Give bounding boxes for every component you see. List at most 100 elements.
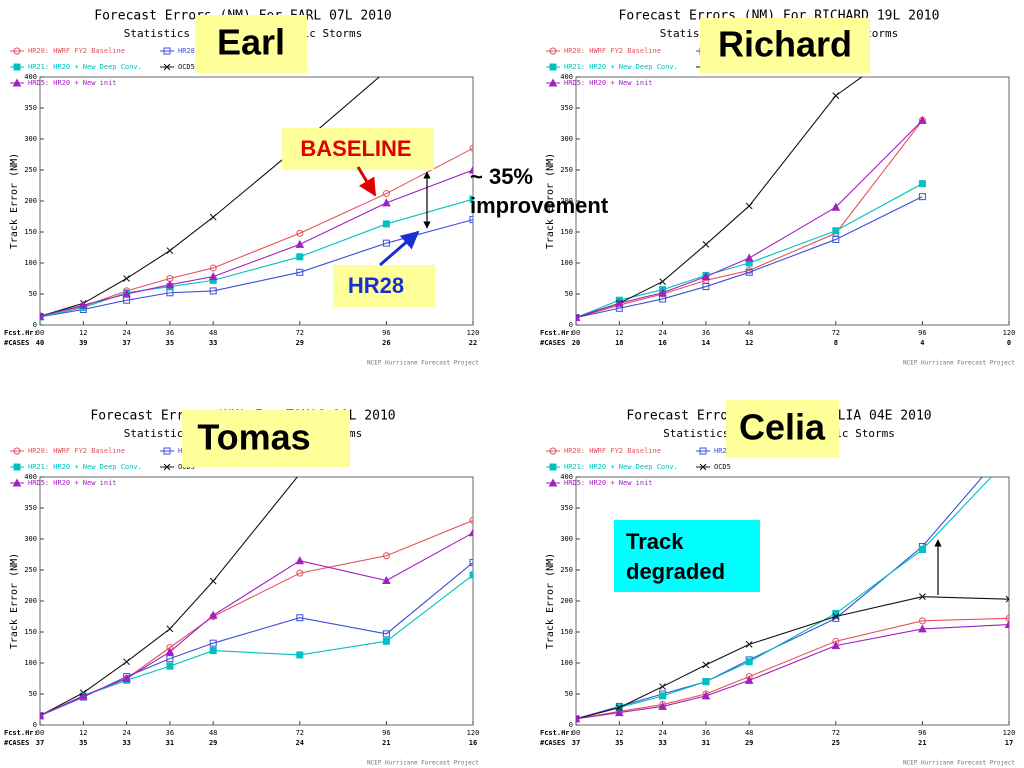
y-tick-label: 350 — [24, 504, 37, 512]
x-axis-label: Fcst.Hr: — [4, 329, 38, 337]
case-count: 21 — [382, 739, 390, 747]
marker — [615, 704, 623, 711]
marker — [918, 193, 926, 201]
marker — [919, 593, 926, 601]
x-tick-label: 72 — [296, 329, 304, 337]
y-tick-label: 200 — [560, 197, 573, 205]
series-line — [576, 120, 923, 319]
y-tick-label: 400 — [24, 73, 37, 81]
y-tick-label: 50 — [29, 290, 37, 298]
improvement-text: ~ 35% — [470, 164, 533, 189]
marker — [166, 655, 174, 663]
marker — [831, 641, 841, 650]
x-tick-label: 48 — [745, 329, 753, 337]
marker — [165, 647, 175, 656]
x-tick-label: 36 — [702, 329, 710, 337]
marker — [614, 708, 624, 717]
marker — [701, 272, 711, 281]
marker — [468, 165, 473, 174]
legend-label: HR21: HR20 + New Deep Conv. — [564, 63, 678, 71]
marker — [659, 683, 666, 690]
case-count: 37 — [122, 339, 130, 347]
marker — [699, 463, 707, 471]
cases-label: #CASES — [4, 339, 29, 347]
case-count: 20 — [572, 339, 580, 347]
y-tick-label: 200 — [24, 597, 37, 605]
label-box — [182, 410, 350, 467]
series-line — [576, 120, 923, 319]
y-tick-label: 250 — [24, 166, 37, 174]
legend-label: HR20: HWRF FY2 Baseline — [28, 47, 125, 55]
label-box — [282, 128, 434, 170]
marker — [166, 625, 174, 633]
marker — [832, 227, 840, 235]
marker — [469, 559, 473, 567]
chart: Forecast Errors (NM) For CELIA 04E 2010S… — [540, 409, 1015, 767]
marker — [383, 68, 389, 74]
label-box — [700, 18, 870, 73]
y-tick-label: 50 — [29, 690, 37, 698]
case-count: 35 — [79, 739, 87, 747]
plot — [576, 477, 1009, 723]
marker — [123, 658, 130, 666]
marker — [832, 613, 840, 620]
marker — [296, 268, 304, 276]
series-line — [40, 562, 473, 717]
marker — [382, 220, 390, 228]
series-line — [576, 617, 1009, 720]
y-tick-label: 50 — [565, 290, 573, 298]
case-count: 29 — [745, 739, 753, 747]
chart: Forecast Errors (NM) For TOMAS 21L 2010S… — [4, 409, 479, 767]
marker — [469, 216, 473, 224]
marker — [919, 31, 925, 37]
marker — [918, 546, 926, 554]
case-count: 21 — [918, 739, 926, 747]
y-tick-label: 100 — [560, 259, 573, 267]
legend-label: HRD5: HR20 + New init — [564, 79, 653, 87]
marker — [831, 202, 841, 211]
legend-label: HRD5: HR20 + New init — [28, 79, 117, 87]
marker — [163, 463, 171, 471]
marker — [469, 571, 473, 579]
marker — [576, 714, 581, 723]
legend-label: HR20: HWRF FY2 Baseline — [564, 447, 661, 455]
marker — [659, 692, 667, 700]
case-count: 35 — [615, 739, 623, 747]
marker — [296, 569, 304, 577]
y-tick-label: 0 — [33, 321, 37, 329]
x-tick-label: 24 — [658, 729, 666, 737]
marker — [209, 287, 217, 295]
series-line — [40, 169, 473, 317]
x-tick-label: 72 — [832, 329, 840, 337]
storm-label: Tomas — [197, 417, 310, 458]
marker — [40, 311, 45, 320]
storm-label: Celia — [739, 407, 826, 448]
marker — [382, 637, 390, 645]
y-tick-label: 350 — [560, 104, 573, 112]
marker — [918, 180, 926, 188]
marker — [163, 447, 171, 455]
marker — [296, 229, 304, 237]
y-tick-label: 150 — [24, 628, 37, 636]
footer: NCEP Hurricane Forecast Project — [367, 760, 479, 767]
y-tick-label: 300 — [560, 135, 573, 143]
plot-frame — [575, 76, 1010, 326]
legend-label: HRD5: HR20 + New init — [564, 479, 653, 487]
y-tick-label: 150 — [560, 228, 573, 236]
baseline-label: BASELINE — [300, 136, 411, 161]
marker — [549, 447, 557, 455]
x-tick-label: 00 — [572, 729, 580, 737]
y-tick-label: 300 — [560, 535, 573, 543]
y-axis-label: Track Error (NM) — [9, 153, 20, 249]
plot-frame — [575, 476, 1010, 726]
marker — [382, 190, 390, 198]
case-count: 26 — [382, 339, 390, 347]
marker — [918, 624, 927, 633]
x-axis-label: Fcst.Hr: — [540, 329, 574, 337]
y-tick-label: 0 — [569, 721, 573, 729]
x-axis-label: Fcst.Hr: — [540, 729, 574, 737]
marker — [699, 447, 707, 455]
marker — [745, 658, 753, 666]
case-count: 37 — [572, 739, 580, 747]
series-line — [576, 624, 1009, 720]
